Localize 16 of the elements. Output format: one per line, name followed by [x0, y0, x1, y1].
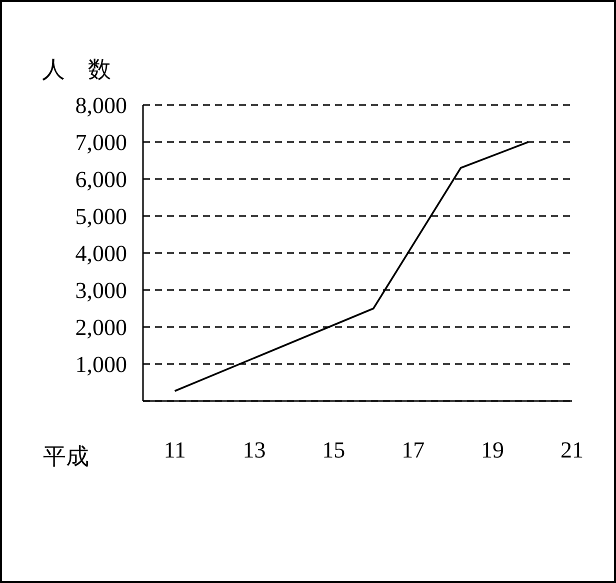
y-tick-label: 8,000: [75, 93, 127, 118]
x-tick-label: 17: [402, 437, 425, 462]
y-tick-label: 2,000: [75, 315, 127, 340]
y-tick-label: 6,000: [75, 167, 127, 192]
x-tick-label: 21: [560, 437, 584, 462]
y-axis-title: 人 数: [42, 57, 111, 82]
x-axis-title: 平成: [43, 444, 89, 469]
y-tick-label: 7,000: [75, 130, 127, 156]
y-tick-label: 5,000: [75, 204, 127, 230]
x-tick-label: 19: [481, 437, 504, 462]
x-tick-label: 15: [322, 437, 346, 462]
x-tick-label: 13: [242, 437, 266, 462]
y-tick-label: 3,000: [75, 278, 127, 304]
y-tick-label: 1,000: [75, 352, 127, 378]
x-tick-label: 11: [164, 437, 186, 462]
y-tick-label: 4,000: [75, 241, 127, 266]
